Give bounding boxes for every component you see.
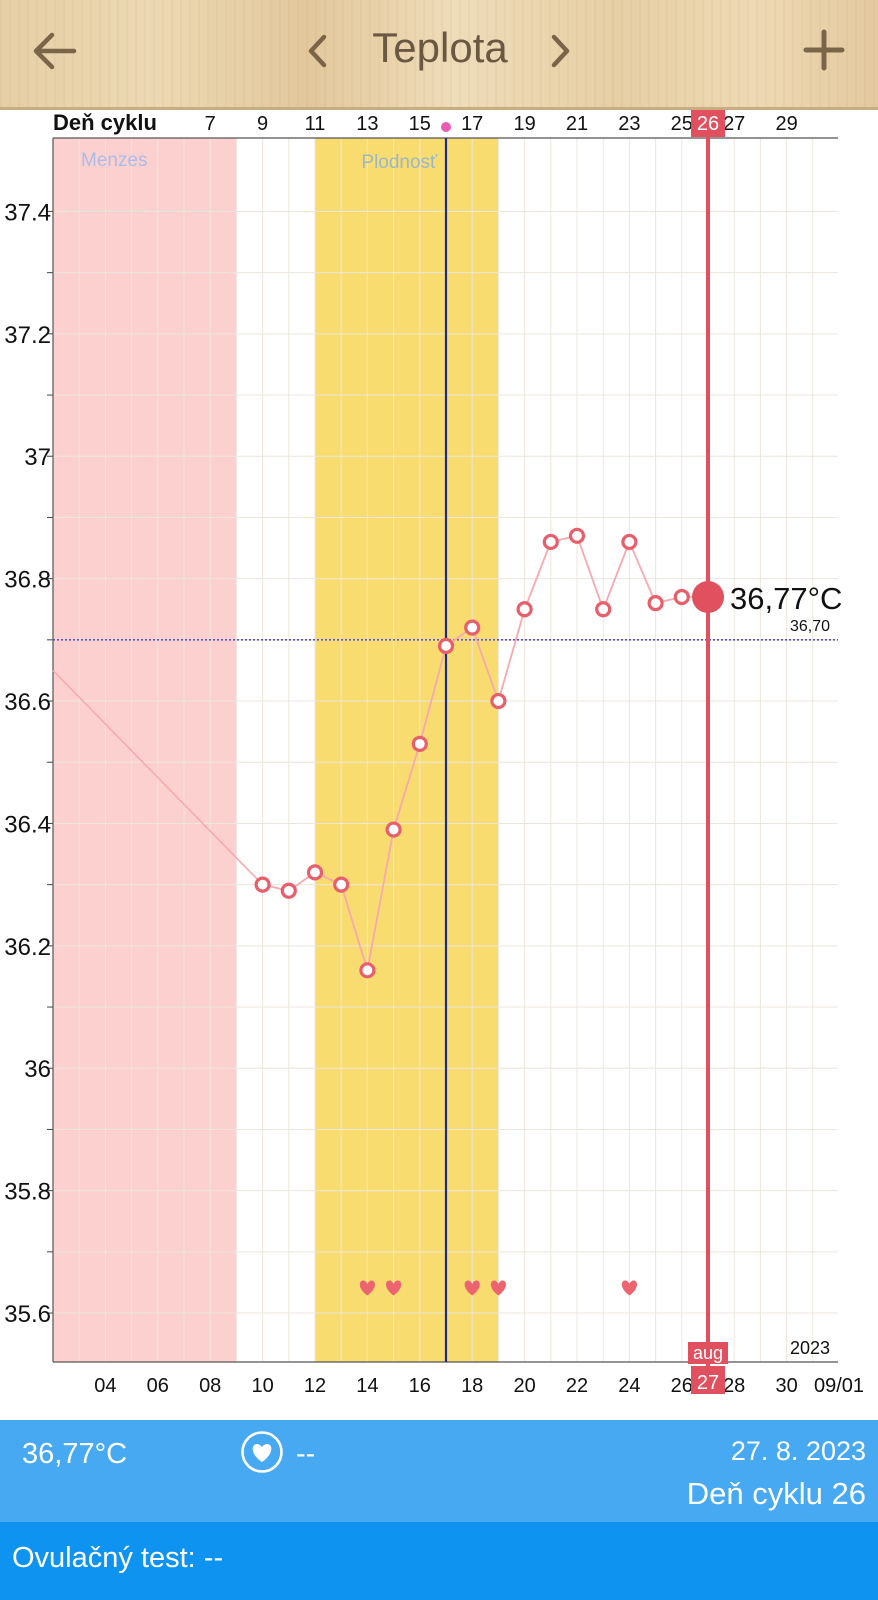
temperature-point — [411, 735, 428, 752]
date-tick-label: 18 — [461, 1375, 483, 1397]
date-tick-label: 04 — [94, 1375, 116, 1397]
date-tick-label: 09/01 — [814, 1375, 864, 1397]
y-tick-label: 35.8 — [4, 1179, 51, 1206]
temperature-point — [673, 588, 690, 606]
cycle-tick-label: 13 — [356, 113, 378, 135]
band-menstruation — [53, 138, 237, 1362]
selected-cycle-day-label: 26 — [697, 113, 719, 135]
selected-date: 27. 8. 2023 — [730, 1436, 866, 1466]
band-fertility — [315, 138, 499, 1362]
cycle-tick-label: 15 — [409, 113, 431, 135]
y-tick-label: 37 — [24, 444, 51, 471]
next-cycle-button[interactable] — [540, 28, 580, 74]
cycle-tick-label: 9 — [257, 113, 268, 135]
temperature-point — [333, 876, 350, 893]
back-button[interactable] — [28, 24, 82, 78]
date-tick-label: 16 — [409, 1375, 431, 1397]
intercourse-heart — [490, 1280, 506, 1296]
band-label-menstruation: Menzes — [81, 150, 148, 171]
cycle-tick-label: 7 — [205, 113, 216, 135]
intercourse-heart — [386, 1280, 402, 1296]
page-title: Teplota — [372, 24, 508, 71]
intercourse-heart — [621, 1280, 637, 1296]
date-tick-label: 24 — [618, 1375, 640, 1397]
band-label-fertility: Plodnosť — [361, 152, 438, 173]
temperature-point — [595, 601, 612, 618]
top-app-bar: Teplota — [0, 0, 878, 110]
y-tick-label: 36 — [24, 1056, 51, 1083]
cycle-tick-label: 21 — [566, 113, 588, 135]
temperature-point — [254, 876, 271, 893]
temperature-point — [359, 962, 376, 979]
ovulation-dot — [441, 122, 451, 132]
plus-icon — [803, 29, 845, 71]
previous-cycle-button[interactable] — [298, 28, 338, 74]
selected-cycle-day-badge — [691, 109, 725, 137]
heart-circle-icon — [241, 1431, 283, 1473]
intercourse-toggle[interactable] — [240, 1430, 284, 1474]
selected-cycle-day: Deň cyklu 26 — [686, 1476, 866, 1511]
chevron-left-icon — [308, 34, 327, 68]
temperature-point — [490, 692, 507, 710]
temperature-point — [647, 595, 664, 612]
leading-line — [52, 669, 264, 886]
intercourse-value: -- — [296, 1438, 316, 1470]
date-tick-label: 08 — [199, 1375, 221, 1397]
temperature-point — [437, 637, 455, 655]
selected-month-label: aug — [693, 1343, 723, 1363]
y-tick-label: 37.4 — [4, 199, 51, 226]
cycle-tick-label: 17 — [461, 113, 483, 135]
temperature-point — [568, 527, 586, 544]
selected-day-summary[interactable]: 36,77°C -- 27. 8. 2023 Deň cyklu 26 — [0, 1420, 878, 1522]
date-tick-label: 28 — [723, 1375, 745, 1397]
date-tick-label: 12 — [304, 1375, 326, 1397]
temperature-point — [280, 882, 297, 899]
wood-texture — [0, 0, 878, 107]
intercourse-heart — [359, 1280, 375, 1296]
add-entry-button[interactable] — [796, 22, 852, 78]
arrow-left-icon — [33, 32, 77, 70]
y-tick-label: 37.2 — [4, 322, 51, 349]
date-tick-label: 10 — [251, 1375, 273, 1397]
date-tick-label: 06 — [147, 1375, 169, 1397]
selected-month-badge — [688, 1342, 728, 1364]
cycle-tick-label: 25 — [671, 113, 693, 135]
year-label: 2023 — [790, 1338, 830, 1358]
y-tick-label: 36.8 — [4, 567, 51, 594]
cycle-tick-label: 29 — [775, 113, 797, 135]
y-tick-label: 36.2 — [4, 934, 51, 961]
temperature-point — [542, 533, 559, 551]
cycle-tick-label: 23 — [618, 113, 640, 135]
selected-temperature-label: 36,77°C — [730, 581, 842, 616]
y-tick-label: 35.6 — [4, 1301, 51, 1328]
date-tick-label: 30 — [775, 1375, 797, 1397]
ovulation-test-label: Ovulačný test: -- — [12, 1542, 224, 1574]
coverline-label: 36,70 — [790, 618, 830, 635]
temperature-point — [385, 821, 402, 838]
cycle-tick-label: 27 — [723, 113, 745, 135]
temperature-point — [621, 533, 638, 551]
chevron-right-icon — [551, 34, 570, 68]
date-tick-label: 22 — [566, 1375, 588, 1397]
ovulation-test-bar[interactable]: Ovulačný test: -- — [0, 1522, 878, 1600]
selected-date-badge — [691, 1366, 725, 1394]
temperature-chart-area[interactable]: Menzes Plodnosť 37.4 37.2 37 36.8 36.6 36.4 36.2… — [0, 109, 878, 1420]
cycle-axis-label: Deň cyklu — [53, 110, 157, 135]
date-tick-label: 14 — [356, 1375, 378, 1397]
temperature-point — [306, 864, 324, 881]
intercourse-heart — [464, 1280, 480, 1296]
selected-date-label: 27 — [697, 1372, 719, 1394]
temperature-point — [516, 601, 533, 618]
date-tick-label: 20 — [513, 1375, 535, 1397]
date-tick-label: 26 — [671, 1375, 693, 1397]
temperature-chart[interactable]: Menzes Plodnosť 37.4 37.2 37 36.8 36.6 36.4 36.2… — [0, 109, 878, 1420]
selected-temperature-point — [692, 581, 724, 613]
y-tick-label: 36.6 — [4, 689, 51, 716]
selected-temperature: 36,77°C — [22, 1438, 128, 1470]
cycle-tick-label: 19 — [513, 113, 535, 135]
y-tick-label: 36.4 — [4, 811, 51, 838]
cycle-tick-label: 11 — [305, 113, 326, 135]
temperature-point — [464, 619, 481, 636]
